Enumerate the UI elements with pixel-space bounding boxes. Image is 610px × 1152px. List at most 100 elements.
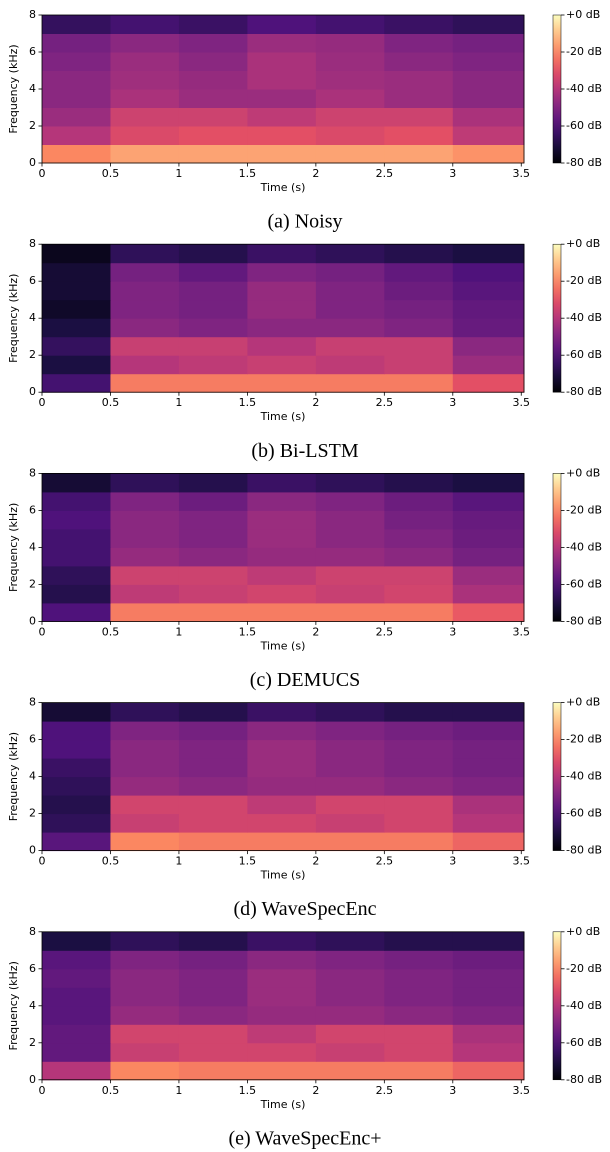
y-tick-label: 4 [29, 999, 36, 1012]
spectrogram-cell [315, 52, 385, 71]
spectrogram-cell [178, 318, 248, 338]
x-tick-label: 3 [449, 1084, 456, 1097]
x-tick-label: 3.5 [513, 167, 531, 180]
spectrogram-cell [315, 262, 385, 282]
spectrogram-cell [247, 33, 317, 53]
spectrogram-cell [384, 336, 454, 356]
spectrogram-cell [315, 776, 385, 796]
x-tick-label: 2.5 [376, 396, 394, 409]
spectrogram-cell [247, 15, 317, 34]
spectrogram-cell [384, 968, 454, 988]
caption: (a) Noisy [268, 211, 343, 233]
spectrogram-cell [384, 318, 454, 338]
spectrogram-cell [315, 491, 385, 511]
spectrogram-cell [110, 528, 180, 548]
spectrogram-cell [247, 244, 317, 264]
spectrogram-cell [247, 565, 317, 585]
spectrogram-cell [384, 89, 454, 108]
y-tick-label: 2 [29, 577, 36, 590]
spectrogram-cell [178, 968, 248, 988]
spectrogram-cell [247, 510, 317, 530]
spectrogram-cell [42, 968, 111, 988]
x-tick-label: 3 [449, 167, 456, 180]
spectrogram-cell [384, 262, 454, 282]
colorbar-tick-label: -80 dB [566, 156, 602, 169]
spectrogram-cell [315, 281, 385, 301]
spectrogram-cell [178, 126, 248, 145]
spectrogram-cell [315, 758, 385, 778]
colorbar-tick-label: -40 dB [566, 770, 602, 783]
spectrogram-cell [315, 318, 385, 338]
spectrogram-cell [247, 602, 317, 622]
spectrogram-cell [110, 52, 180, 71]
spectrogram-cell [247, 739, 317, 759]
spectrogram-cell [315, 70, 385, 90]
x-tick-label: 2 [312, 1084, 319, 1097]
y-tick-label: 6 [29, 962, 36, 975]
spectrogram-cell [247, 281, 317, 301]
spectrogram-cell [42, 15, 111, 34]
spectrogram-cell [110, 1005, 180, 1025]
spectrogram-cell [42, 336, 111, 356]
x-tick-label: 0 [39, 396, 46, 409]
spectrogram-cell [315, 950, 385, 970]
spectrogram-cell [247, 89, 317, 108]
spectrogram-cell [110, 758, 180, 778]
spectrogram-cell [110, 373, 180, 393]
spectrogram-cell [452, 987, 525, 1007]
spectrogram-cell [315, 336, 385, 356]
spectrogram-cell [452, 1005, 525, 1025]
spectrogram-cell [452, 721, 525, 741]
spectrogram-cell [110, 33, 180, 53]
spectrogram-cell [315, 602, 385, 622]
spectrogram-cell [110, 739, 180, 759]
x-tick-label: 2 [312, 396, 319, 409]
spectrogram-cell [452, 931, 525, 951]
spectrogram-cell [110, 702, 180, 722]
caption: (e) WaveSpecEnc+ [228, 1127, 381, 1149]
colorbar-tick-label: -60 dB [566, 348, 602, 361]
x-tick-label: 2.5 [376, 1084, 394, 1097]
spectrogram-cell [384, 491, 454, 511]
spectrogram-cell [452, 547, 525, 567]
spectrogram-cell [178, 1042, 248, 1062]
colorbar-tick-label: -20 dB [566, 503, 602, 516]
spectrogram-cell [247, 107, 317, 127]
spectrogram-cell [110, 336, 180, 356]
spectrogram-cell [315, 987, 385, 1007]
spectrogram-cell [42, 373, 111, 393]
colorbar-tick-label: +0 dB [566, 466, 600, 479]
spectrogram-cell [42, 299, 111, 319]
spectrogram-cell [384, 510, 454, 530]
spectrogram-cell [247, 721, 317, 741]
x-tick-label: 2.5 [376, 167, 394, 180]
spectrogram-cell [42, 776, 111, 796]
x-tick-label: 0.5 [102, 167, 120, 180]
spectrogram-cell [42, 721, 111, 741]
spectrogram-cell [42, 1061, 111, 1081]
spectrogram-cell [452, 795, 525, 815]
spectrogram-cell [384, 281, 454, 301]
spectrogram-cell [452, 281, 525, 301]
spectrogram-cell [452, 510, 525, 530]
y-tick-label: 0 [29, 614, 36, 627]
x-tick-label: 0 [39, 855, 46, 868]
spectrogram-cell [110, 813, 180, 833]
spectrogram-cell [452, 813, 525, 833]
spectrogram-cell [384, 299, 454, 319]
spectrogram-cell [452, 528, 525, 548]
spectrogram-cell [178, 832, 248, 852]
spectrogram-cell [110, 126, 180, 145]
x-tick-label: 1 [175, 625, 182, 638]
spectrogram-cell [452, 702, 525, 722]
spectrogram-cell [178, 33, 248, 53]
spectrogram-cell [247, 776, 317, 796]
spectrogram-cell [452, 299, 525, 319]
spectrogram-cell [247, 987, 317, 1007]
spectrogram-cell [178, 721, 248, 741]
colorbar-tick-label: -40 dB [566, 999, 602, 1012]
spectrogram-cell [178, 262, 248, 282]
spectrogram-cell [178, 987, 248, 1007]
spectrogram-cell [384, 776, 454, 796]
